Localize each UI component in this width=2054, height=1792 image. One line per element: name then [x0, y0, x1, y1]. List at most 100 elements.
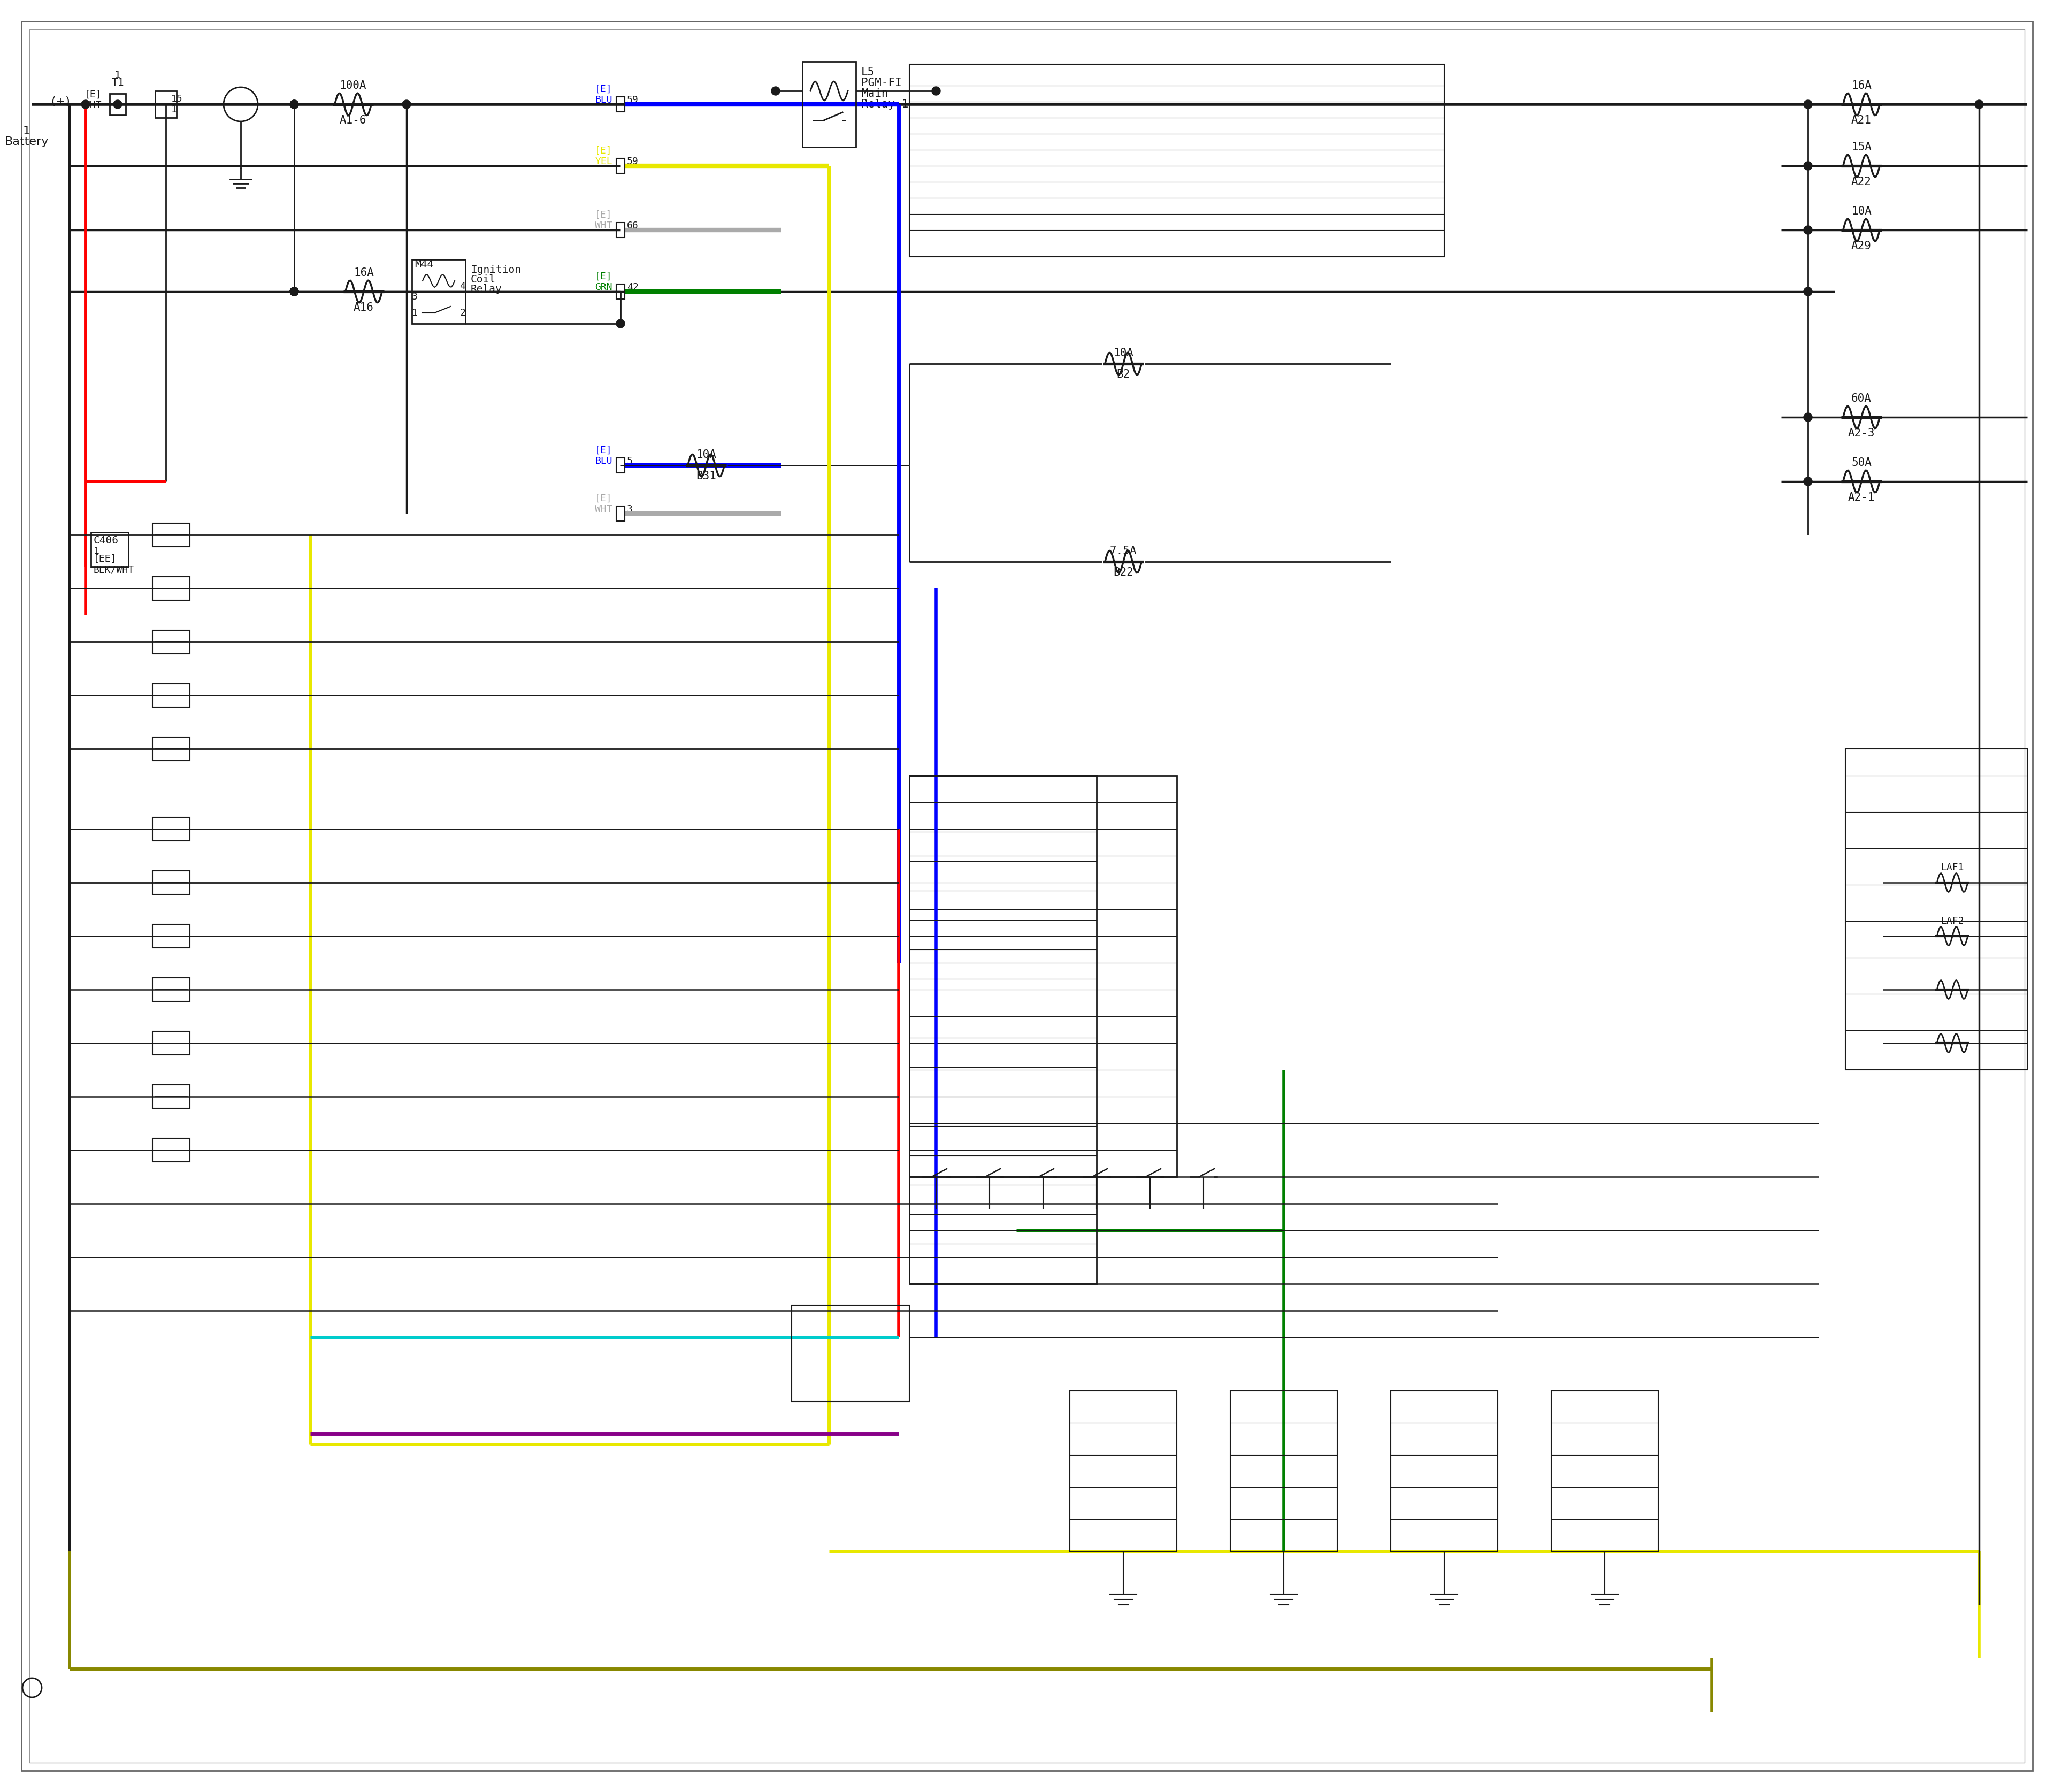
Bar	[1844, 749, 2027, 1070]
Bar	[152, 1138, 189, 1161]
Circle shape	[1803, 477, 1812, 486]
Text: 3: 3	[411, 292, 417, 301]
Text: B22: B22	[1113, 566, 1134, 577]
Bar	[152, 978, 189, 1002]
Text: Main: Main	[861, 88, 887, 99]
Text: [EE]
BLK/WHT: [EE] BLK/WHT	[94, 554, 134, 575]
Text: 5: 5	[626, 457, 633, 466]
Text: Battery: Battery	[4, 136, 49, 147]
Bar	[413, 260, 466, 324]
Text: 100A: 100A	[339, 81, 366, 91]
Text: [E]
BLU: [E] BLU	[596, 84, 612, 106]
Circle shape	[290, 287, 298, 296]
Bar	[910, 776, 1097, 1016]
Circle shape	[616, 319, 624, 328]
Text: B31: B31	[696, 471, 717, 482]
Text: 59: 59	[626, 95, 639, 106]
Text: 2: 2	[460, 308, 466, 317]
Circle shape	[403, 100, 411, 109]
Text: 60A: 60A	[1851, 392, 1871, 403]
Text: 4: 4	[460, 281, 466, 290]
Text: LAF2: LAF2	[1941, 916, 1964, 926]
Text: A2-3: A2-3	[1849, 428, 1875, 439]
Text: [E]
YEL: [E] YEL	[596, 145, 612, 167]
Text: 10A: 10A	[1851, 206, 1871, 217]
Text: 7.5A: 7.5A	[1109, 545, 1136, 556]
Text: 16A: 16A	[353, 267, 374, 278]
Text: 1: 1	[23, 125, 31, 136]
Text: 1: 1	[411, 308, 417, 317]
Circle shape	[772, 86, 781, 95]
Bar	[910, 65, 1444, 256]
Circle shape	[933, 86, 941, 95]
Bar	[803, 61, 857, 147]
Text: Coil: Coil	[470, 274, 495, 285]
Bar	[616, 222, 624, 238]
Bar	[156, 91, 177, 118]
Text: Relay: Relay	[470, 285, 501, 294]
Bar	[152, 1032, 189, 1055]
Bar	[152, 817, 189, 840]
Circle shape	[1803, 287, 1812, 296]
Text: A29: A29	[1851, 240, 1871, 251]
Circle shape	[1974, 100, 1984, 109]
Text: B2: B2	[1117, 369, 1130, 380]
Bar	[616, 459, 624, 473]
Bar	[152, 1084, 189, 1109]
Bar	[616, 158, 624, 174]
Text: 3: 3	[626, 504, 633, 514]
Bar	[152, 871, 189, 894]
Text: A2-1: A2-1	[1849, 493, 1875, 504]
Circle shape	[1803, 226, 1812, 235]
Text: A21: A21	[1851, 115, 1871, 125]
Text: 15
1: 15 1	[170, 93, 183, 115]
Bar	[152, 631, 189, 654]
Text: 1: 1	[94, 547, 99, 556]
Text: 16A: 16A	[1851, 81, 1871, 91]
Text: A1-6: A1-6	[339, 115, 366, 125]
Circle shape	[113, 100, 121, 109]
Text: [E]
WHT: [E] WHT	[84, 90, 101, 111]
Text: T1: T1	[111, 77, 123, 88]
Bar	[109, 93, 125, 115]
Text: A22: A22	[1851, 177, 1871, 186]
Text: [E]
GRN: [E] GRN	[596, 272, 612, 292]
Bar	[152, 925, 189, 948]
Circle shape	[1803, 161, 1812, 170]
Bar	[152, 577, 189, 600]
Circle shape	[1803, 412, 1812, 421]
Bar	[616, 285, 624, 299]
Text: LAF1: LAF1	[1941, 862, 1964, 873]
Bar	[90, 532, 127, 566]
Text: (+): (+)	[51, 97, 70, 108]
Text: 1: 1	[115, 70, 121, 81]
Text: 10A: 10A	[696, 450, 717, 461]
Bar	[1551, 1391, 1658, 1552]
Text: 50A: 50A	[1851, 457, 1871, 468]
Text: 66: 66	[626, 220, 639, 231]
Circle shape	[290, 287, 298, 296]
Bar	[1391, 1391, 1497, 1552]
Bar	[910, 1016, 1097, 1283]
Bar	[616, 97, 624, 111]
Text: Ignition: Ignition	[470, 265, 522, 276]
Circle shape	[290, 100, 298, 109]
Bar	[616, 505, 624, 521]
Text: 59: 59	[626, 156, 639, 167]
Text: Relay 1: Relay 1	[861, 99, 908, 109]
Bar	[152, 683, 189, 708]
Bar	[152, 737, 189, 760]
Bar	[791, 1305, 910, 1401]
Bar	[1230, 1391, 1337, 1552]
Text: PGM-FI: PGM-FI	[861, 77, 902, 88]
Circle shape	[1803, 100, 1812, 109]
Text: A16: A16	[353, 303, 374, 314]
Bar	[1070, 1391, 1177, 1552]
Circle shape	[290, 100, 298, 109]
Text: [E]
WHT: [E] WHT	[596, 493, 612, 514]
Bar	[152, 523, 189, 547]
Text: M44: M44	[415, 260, 433, 271]
Text: L5: L5	[861, 66, 875, 77]
Text: [E]
BLU: [E] BLU	[596, 446, 612, 466]
Text: [E]
WHT: [E] WHT	[596, 210, 612, 231]
